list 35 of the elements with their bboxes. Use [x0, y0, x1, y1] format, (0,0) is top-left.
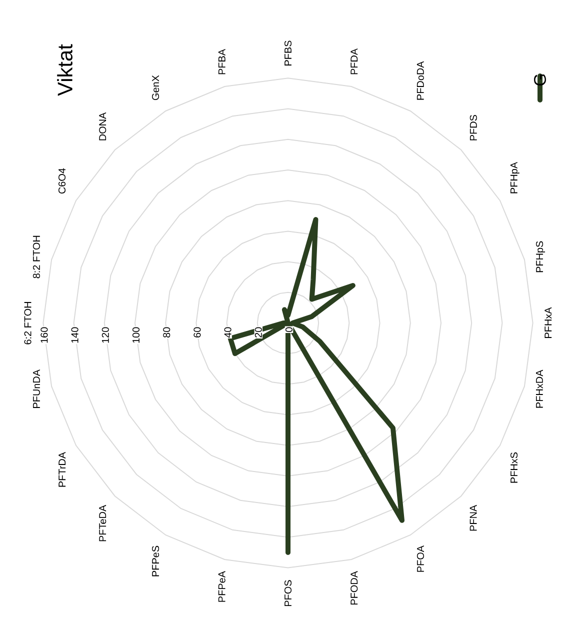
spoke-label: PFDS: [470, 115, 477, 140]
spoke-label: PFHxDA: [536, 370, 543, 408]
spoke-label: PFNA: [470, 504, 477, 531]
spoke-label: GenX: [152, 75, 160, 100]
spoke-label: PFODA: [350, 571, 358, 605]
spoke-label: PFBS: [284, 40, 292, 66]
y-tick-label: 100: [132, 327, 140, 343]
y-tick-label: 40: [224, 327, 232, 338]
spoke-label: PFOS: [284, 580, 292, 606]
y-tick-label: 80: [163, 327, 170, 338]
y-tick-label: 120: [102, 327, 109, 343]
y-tick-label: 20: [254, 327, 262, 338]
y-tick-label: 140: [71, 327, 78, 343]
spoke-label: PFPeS: [152, 546, 160, 576]
spoke-label: PFHpA: [510, 162, 520, 194]
spoke-label: PFUnDA: [33, 370, 40, 408]
spoke-label: PFHpS: [536, 241, 546, 272]
y-tick-label: 60: [194, 327, 201, 338]
spoke-label: DONA: [99, 112, 106, 140]
spoke-label: 6:2 FTOH: [24, 302, 32, 344]
spoke-label: PFHxS: [510, 452, 518, 483]
spoke-label: 8:2 FTOH: [32, 236, 40, 278]
spoke-label: PFDA: [350, 48, 358, 74]
spoke-label: PFTeDA: [99, 504, 106, 542]
spoke-label: PFDoDA: [416, 61, 424, 100]
spoke-label: PFBA: [218, 48, 226, 74]
spoke-label: C6O4: [58, 168, 66, 194]
spoke-label: PFHxA: [544, 307, 552, 338]
spoke-label: PFOA: [416, 545, 424, 572]
text: Viktat: [57, 44, 72, 96]
spoke-label: PFPeA: [218, 571, 226, 602]
y-tick-label: 160: [40, 327, 48, 343]
y-tick-label: 0: [285, 327, 293, 332]
spoke-label: PFTrDA: [58, 452, 66, 487]
text: G: [534, 74, 546, 86]
